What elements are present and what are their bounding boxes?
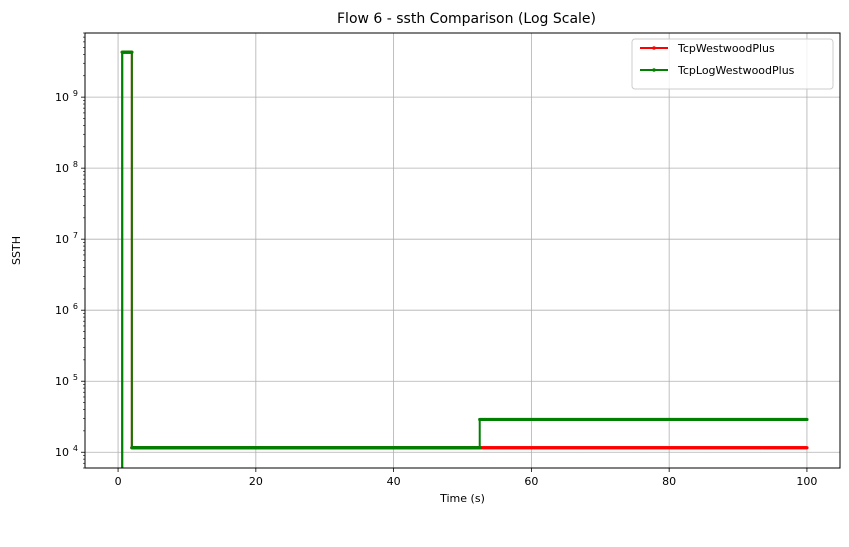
- data-point: [805, 417, 809, 422]
- data-point: [478, 446, 482, 450]
- legend-item-tcpwestwoodplus: TcpWestwoodPlus: [640, 42, 775, 55]
- y-tick-label: 10: [55, 304, 69, 317]
- y-tick-exponent: 8: [73, 160, 78, 169]
- y-tick-exponent: 5: [73, 373, 78, 382]
- legend: TcpWestwoodPlus TcpLogWestwoodPlus: [631, 38, 834, 90]
- legend-label-tcpwestwoodplus: TcpWestwoodPlus: [677, 42, 775, 55]
- plot-area: [84, 32, 841, 469]
- x-tick-label: 60: [524, 475, 538, 488]
- y-axis-ticks: 10 4 10 5 10 6 10 7 10 8 10 9: [55, 32, 85, 469]
- grid: [85, 33, 840, 468]
- plot-frame: [84, 32, 841, 469]
- y-tick-label: 10: [55, 233, 69, 246]
- series-line: [121, 51, 807, 468]
- series-layer: [120, 50, 809, 468]
- legend-marker-red: [652, 46, 656, 50]
- legend-box: [631, 38, 834, 90]
- data-point: [805, 446, 809, 450]
- y-tick-label: 10: [55, 91, 69, 104]
- series-tcplogwestwoodplus: [120, 50, 809, 468]
- y-tick-exponent: 4: [73, 444, 78, 453]
- y-tick-exponent: 9: [73, 89, 78, 98]
- y-tick-label: 10: [55, 375, 69, 388]
- legend-label-tcplogwestwoodplus: TcpLogWestwoodPlus: [677, 64, 795, 77]
- y-tick-label: 10: [55, 162, 69, 175]
- y-tick-label: 10: [55, 446, 69, 459]
- x-tick-label: 80: [662, 475, 676, 488]
- x-tick-label: 100: [796, 475, 817, 488]
- x-axis-ticks: 0 20 40 60 80 100: [115, 468, 817, 488]
- legend-marker-green: [652, 68, 656, 72]
- x-tick-label: 20: [249, 475, 263, 488]
- x-tick-label: 0: [115, 475, 122, 488]
- series-line: [121, 51, 807, 468]
- legend-item-tcplogwestwoodplus: TcpLogWestwoodPlus: [640, 64, 795, 77]
- series-tcpwestwoodplus: [120, 50, 809, 468]
- y-axis-label: SSTH: [10, 236, 23, 265]
- x-tick-label: 40: [387, 475, 401, 488]
- chart-title: Flow 6 - ssth Comparison (Log Scale): [337, 11, 596, 27]
- y-tick-exponent: 6: [73, 302, 78, 311]
- data-point: [130, 50, 134, 54]
- y-tick-exponent: 7: [73, 231, 78, 240]
- x-axis-label: Time (s): [439, 492, 485, 505]
